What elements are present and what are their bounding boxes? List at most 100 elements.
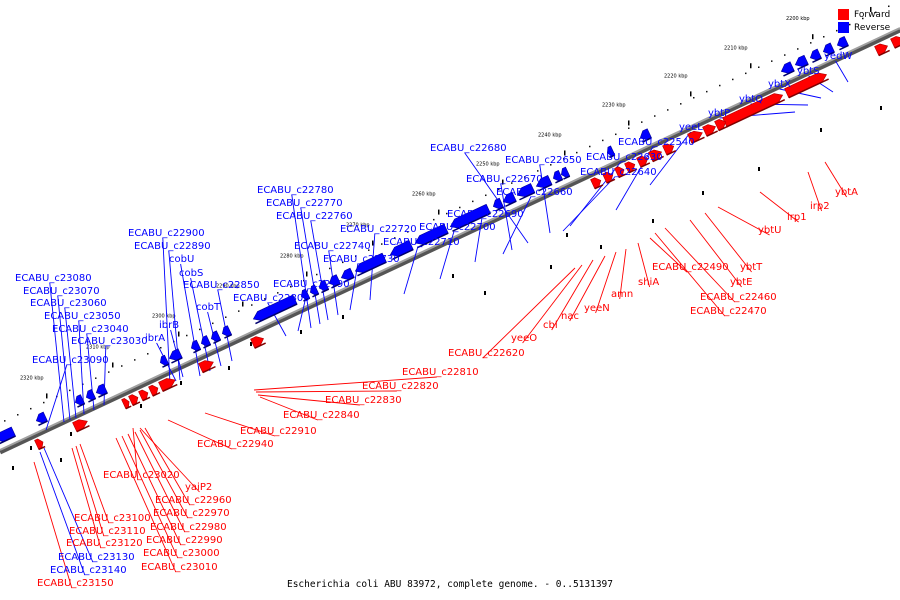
legend-forward: Forward	[838, 9, 890, 20]
gene-label-yeen: yeeN	[584, 303, 610, 314]
leader-ecabu-c23090	[45, 364, 68, 431]
gene-arrow-ecabu-c22970	[138, 389, 151, 402]
genome-backbone	[0, 27, 900, 455]
gene-arrow-ecabu-c23090	[35, 411, 48, 427]
minor-tick	[250, 342, 252, 346]
gene-label-nac: nac	[561, 311, 579, 322]
leader-ecabu-c23110	[75, 445, 105, 537]
gene-arrow-ecabu-c22460	[662, 143, 677, 156]
minor-tick	[652, 219, 654, 223]
gene-arrow-ecabu-c22800	[252, 294, 298, 325]
leader-ecabu-c22840	[259, 396, 318, 421]
minor-tick	[452, 274, 454, 278]
leader-ecabu-c23120	[71, 447, 102, 549]
minor-tick	[70, 432, 72, 436]
leader-ecabu-c23070	[57, 295, 71, 421]
gene-label-ibra: ibrA	[145, 333, 165, 344]
axis-tick-2290-kbp: 2290 kbp	[216, 284, 240, 290]
gene-label-ecabu-c23050: ECABU_c23050	[44, 311, 121, 322]
gene-arrow-yeen	[614, 166, 627, 179]
leader-cbl	[551, 259, 594, 331]
gene-label-ecabu-c23100: ECABU_c23100	[74, 513, 151, 524]
gene-label-ecabu-c22800: ECABU_c22800	[233, 293, 310, 304]
gene-label-ecabu-c23150: ECABU_c23150	[37, 578, 114, 589]
leader-ecabu-c22850	[217, 289, 233, 362]
gene-label-ecabu-c22760: ECABU_c22760	[276, 211, 353, 222]
leader-ybtu	[717, 206, 770, 236]
gene-arrow-ecabu-c22990	[121, 398, 132, 410]
gene-label-ecabu-c22820: ECABU_c22820	[362, 381, 439, 392]
gene-label-yaip2: yaiP2	[185, 482, 212, 493]
leader-ecabu-c23010	[115, 437, 177, 573]
gene-label-cobt: cobT	[196, 302, 221, 313]
leader-ecabu-c22690	[474, 218, 483, 263]
gene-label-ecabu-c22990: ECABU_c22990	[146, 535, 223, 546]
gene-arrow-cobt	[210, 330, 222, 344]
gene-arrow-ecabu-c22650	[535, 175, 553, 192]
gene-arrow-ecabu-c22680	[516, 183, 536, 201]
minor-tick	[30, 446, 32, 450]
gene-arrow-ybtu	[714, 119, 729, 132]
leader-ecabu-c22650	[539, 164, 551, 234]
gene-label-ecabu-c22980: ECABU_c22980	[150, 522, 227, 533]
gene-label-ecabu-c23000: ECABU_c23000	[143, 548, 220, 559]
gene-arrow-yeel	[639, 128, 652, 143]
gene-label-yedw: yedW	[824, 51, 852, 62]
axis-tick-2310-kbp: 2310 kbp	[86, 344, 110, 350]
minor-tick	[880, 106, 882, 110]
gene-label-ecabu-c23040: ECABU_c23040	[52, 324, 129, 335]
minor-tick	[566, 233, 568, 237]
gene-label-ybtx: ybtX	[768, 79, 791, 90]
map-title: Escherichia coli ABU 83972, complete gen…	[286, 579, 613, 590]
leader-shia	[637, 242, 651, 288]
gene-label-ecabu-c22730: ECABU_c22730	[323, 254, 400, 265]
leader-ecabu-c23020	[132, 427, 139, 481]
gene-arrow-ecabu-c22730	[340, 267, 355, 283]
leader-ecabu-c23050	[78, 320, 85, 415]
gene-arrows	[0, 35, 900, 451]
gene-label-shia: shiA	[638, 277, 659, 288]
gene-label-ecabu-c22650: ECABU_c22650	[505, 155, 582, 166]
gene-arrow-ybtt	[702, 124, 718, 137]
gene-arrow-ecabu-c22890	[168, 348, 183, 364]
gene-label-cobu: cobU	[169, 254, 194, 265]
gene-label-ybtq: ybtQ	[739, 94, 763, 105]
minor-tick	[140, 404, 142, 408]
gene-arrow-irp1	[722, 93, 786, 128]
axis-tick-2260-kbp: 2260 kbp	[412, 192, 436, 198]
gene-arrow-ecabu-c22690	[449, 203, 491, 232]
gene-label-ecabu-c22900: ECABU_c22900	[128, 228, 205, 239]
minor-tick	[702, 191, 704, 195]
leader-ybte	[689, 219, 742, 288]
leader-ecabu-c22830	[257, 394, 360, 406]
leader-ecabu-c22470	[654, 232, 726, 317]
gene-arrow-ecabu-c23080	[0, 426, 16, 446]
gene-arrow-ybtx	[809, 48, 822, 64]
gene-arrow-ecabu-c22540	[607, 145, 616, 159]
axis-tick-2220-kbp: 2220 kbp	[664, 73, 688, 79]
gene-arrow-amn	[624, 161, 638, 174]
gene-arrow-ecabu-c23030	[95, 383, 108, 398]
leader-ecabu-c22710	[403, 246, 419, 295]
gene-label-ecabu-c22890: ECABU_c22890	[134, 241, 211, 252]
leader-ecabu-c22970	[139, 429, 189, 519]
gene-arrow-ecabu-c22490	[648, 149, 664, 163]
gene-label-ecabu-c22770: ECABU_c22770	[266, 198, 343, 209]
legend-forward-label: Forward	[854, 10, 891, 20]
gene-arrow-ecabu-c22630	[560, 166, 571, 180]
gene-arrow-ecabu-c22780	[300, 288, 311, 302]
axis-tick-2250-kbp: 2250 kbp	[476, 162, 500, 168]
gene-label-ecabu-c23120: ECABU_c23120	[66, 538, 143, 549]
minor-tick	[228, 366, 230, 370]
leader-ecabu-c23060	[64, 307, 77, 419]
gene-label-ecabu-c22620: ECABU_c22620	[448, 348, 525, 359]
leader-yeen	[595, 251, 617, 314]
axis-tick-2270-kbp: 2270 kbp	[346, 223, 370, 229]
leader-irp1	[759, 191, 799, 223]
gene-label-amn: amn	[611, 289, 633, 300]
minor-tick	[300, 330, 302, 334]
gene-label-ecabu-c22740: ECABU_c22740	[294, 241, 371, 252]
gene-arrow-ecabu-c22710	[389, 240, 414, 260]
gene-label-ecabu-c22790: ECABU_c22790	[273, 279, 350, 290]
leader-yeel	[649, 131, 691, 186]
